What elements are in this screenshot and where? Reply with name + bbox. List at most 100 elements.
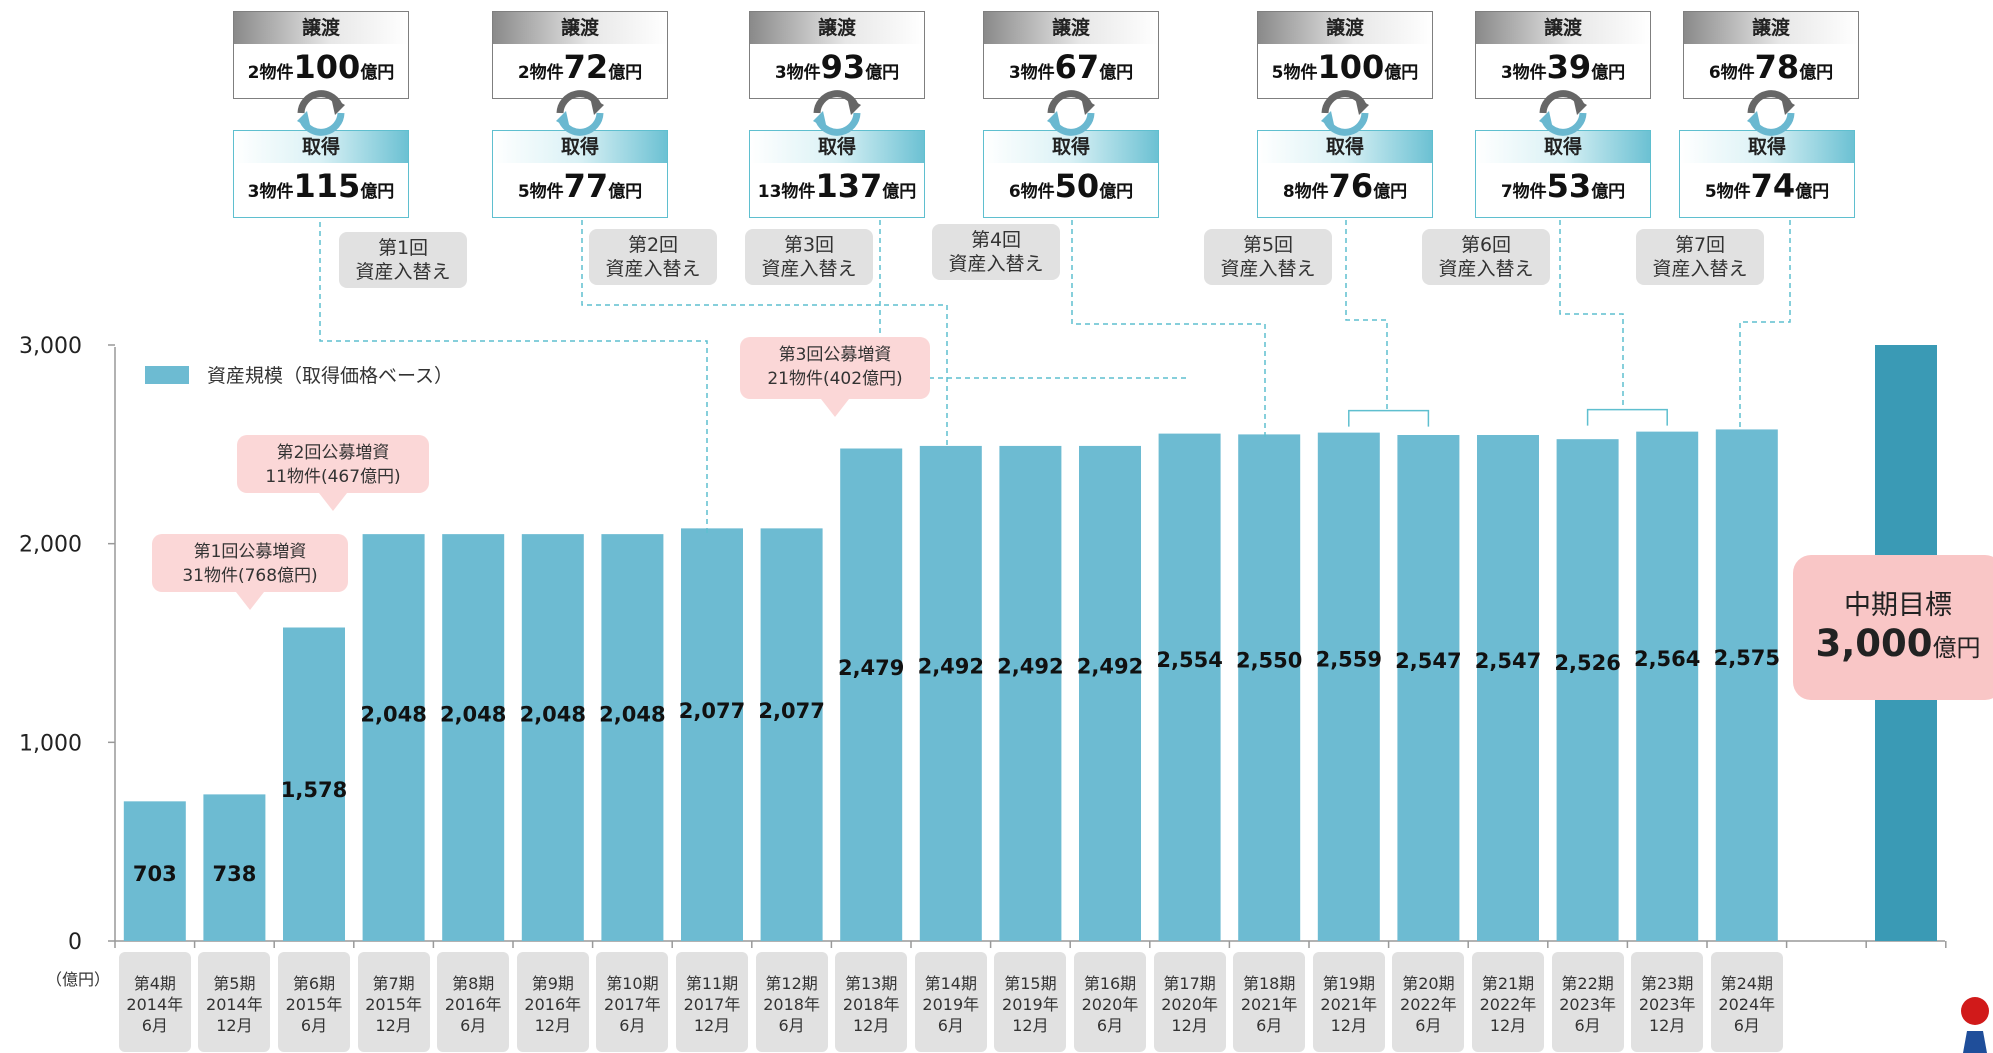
- acquire-unit: 億円: [360, 182, 395, 202]
- bar-第9期: [521, 534, 584, 941]
- category-period: 第11期: [685, 974, 739, 993]
- transfer-count: 3物件: [1500, 63, 1547, 83]
- bar-第8期: [442, 534, 505, 941]
- category-year: 2022年: [1479, 995, 1537, 1014]
- transfer-amount: 72: [563, 48, 609, 86]
- bar-第10期: [601, 534, 664, 941]
- x-category-label: 第16期 2020年 6月: [1074, 952, 1146, 1052]
- replacement-round-label-5: 第5回 資産入替え: [1204, 229, 1332, 285]
- category-period: 第20期: [1402, 974, 1455, 993]
- bar-第16期: [1079, 445, 1141, 941]
- bar-第19期: [1317, 432, 1380, 941]
- bar-data-label: 2,492: [918, 655, 984, 679]
- category-month: 6月: [1415, 1016, 1442, 1035]
- transfer-header: 譲渡: [493, 12, 667, 44]
- category-period: 第19期: [1322, 974, 1375, 993]
- bar-data-label: 2,547: [1475, 649, 1541, 673]
- transfer-header: 譲渡: [750, 12, 924, 44]
- exchange-cycle-icon: [1047, 90, 1095, 136]
- acquire-count: 7物件: [1500, 182, 1547, 202]
- replacement-connector: [1559, 220, 1624, 405]
- x-category-label: 第11期 2017年 12月: [676, 952, 748, 1052]
- category-year: 2020年: [1161, 995, 1218, 1014]
- transfer-value: 6物件78億円: [1684, 48, 1858, 86]
- category-year: 2016年: [444, 995, 502, 1014]
- bar-group-bracket: [1586, 408, 1668, 426]
- acquire-value: 3物件115億円: [234, 167, 408, 205]
- category-year: 2018年: [763, 995, 820, 1014]
- transfer-count: 3物件: [1008, 63, 1055, 83]
- transfer-amount: 39: [1546, 48, 1592, 86]
- transfer-count: 3物件: [774, 63, 821, 83]
- category-period: 第6期: [292, 974, 336, 993]
- bar-data-label: 2,547: [1395, 649, 1461, 673]
- bar-data-label: 2,492: [997, 655, 1063, 679]
- acquire-count: 13物件: [757, 182, 816, 202]
- transfer-unit: 億円: [608, 63, 643, 83]
- bar-第21期: [1477, 434, 1539, 941]
- bar-第22期: [1556, 439, 1619, 941]
- transfer-header: 譲渡: [984, 12, 1158, 44]
- transfer-header: 譲渡: [234, 12, 408, 44]
- category-period: 第24期: [1720, 974, 1773, 993]
- bar-第12期: [760, 528, 823, 941]
- bar-第6期: [283, 627, 345, 941]
- offering-title: 第1回公募増資: [193, 542, 307, 562]
- bar-第11期: [681, 528, 743, 941]
- x-category-label: 第4期 2014年 6月: [118, 952, 191, 1052]
- category-period: 第14期: [924, 974, 977, 993]
- y-axis-unit: （億円）: [46, 970, 111, 989]
- acquire-amount: 50: [1054, 167, 1100, 205]
- bar-data-label: 1,578: [281, 778, 347, 802]
- round-number: 第6回: [1460, 234, 1512, 256]
- category-year: 2019年: [922, 995, 980, 1014]
- y-tick-label: 0: [68, 930, 82, 955]
- y-tick-label: 1,000: [19, 731, 82, 756]
- category-month: 12月: [534, 1016, 571, 1035]
- transfer-unit: 億円: [1099, 63, 1134, 83]
- category-year: 2023年: [1638, 995, 1696, 1014]
- category-year: 2023年: [1559, 995, 1616, 1014]
- acquire-value: 6物件50億円: [984, 167, 1158, 205]
- category-year: 2019年: [1002, 995, 1059, 1014]
- x-category-label: 第10期 2017年 6月: [596, 952, 669, 1052]
- bar-第7期: [362, 534, 425, 941]
- bar-data-label: 2,077: [758, 699, 824, 723]
- transfer-amount: 67: [1054, 48, 1100, 86]
- category-month: 6月: [300, 1016, 328, 1035]
- x-category-label: 第14期 2019年 6月: [914, 952, 987, 1052]
- category-period: 第22期: [1561, 974, 1614, 993]
- category-period: 第16期: [1083, 974, 1137, 993]
- acquire-unit: 億円: [608, 182, 643, 202]
- mid-term-target: 中期目標 3,000億円: [1793, 555, 1993, 700]
- acquire-value: 7物件53億円: [1476, 167, 1650, 205]
- target-value-line: 3,000億円: [1793, 622, 1993, 665]
- bar-第17期: [1158, 433, 1221, 941]
- category-month: 12月: [216, 1016, 253, 1035]
- x-category-label: 第13期 2018年 12月: [835, 952, 908, 1052]
- bar-data-label: 2,048: [360, 702, 426, 726]
- acquire-count: 6物件: [1008, 182, 1055, 202]
- bar-data-label: 2,564: [1634, 647, 1700, 671]
- target-unit: 億円: [1932, 634, 1981, 662]
- acquire-unit: 億円: [1099, 182, 1134, 202]
- transfer-header: 譲渡: [1476, 12, 1650, 44]
- category-month: 6月: [460, 1016, 487, 1035]
- category-period: 第13期: [845, 974, 898, 993]
- category-month: 12月: [375, 1016, 412, 1035]
- exchange-cycle-icon: [556, 90, 604, 136]
- acquire-box-1: 取得 3物件115億円: [233, 130, 409, 218]
- round-label: 資産入替え: [1220, 258, 1316, 280]
- bar-第13期: [840, 448, 903, 941]
- category-year: 2015年: [285, 995, 343, 1014]
- x-category-label: 第18期 2021年 6月: [1233, 952, 1306, 1052]
- transfer-count: 2物件: [247, 63, 294, 83]
- acquire-value: 5物件74億円: [1680, 167, 1854, 205]
- transfer-amount: 93: [820, 48, 866, 86]
- target-title: 中期目標: [1844, 590, 1952, 621]
- acquire-value: 5物件77億円: [493, 167, 667, 205]
- replacement-connector: [1739, 220, 1791, 428]
- transfer-count: 2物件: [517, 63, 564, 83]
- x-category-label: 第22期 2023年 6月: [1551, 952, 1624, 1052]
- bar-data-label: 2,550: [1236, 648, 1302, 672]
